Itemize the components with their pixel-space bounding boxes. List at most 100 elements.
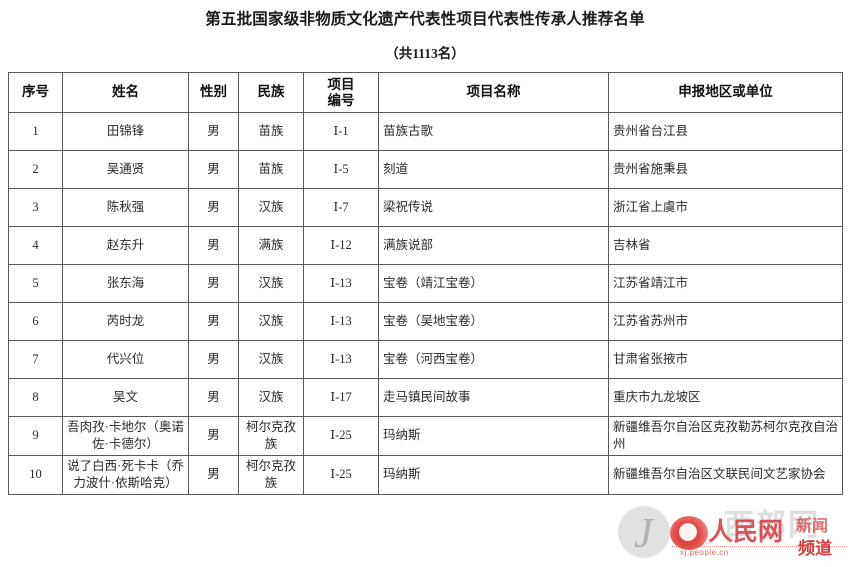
cell-code: Ⅰ-1 [303, 112, 379, 151]
cell-name: 赵东升 [62, 226, 189, 265]
cell-code: Ⅰ-13 [303, 340, 379, 379]
cell-sex: 男 [188, 112, 239, 151]
cell-code: Ⅰ-13 [303, 302, 379, 341]
cell-ethnicity: 汉族 [238, 340, 304, 379]
page-title: 第五批国家级非物质文化遗产代表性项目代表性传承人推荐名单 [205, 11, 645, 28]
cell-seq: 5 [8, 264, 63, 303]
cell-ethnicity: 柯尔克孜族 [238, 416, 304, 456]
table-row: 9 吾肉孜·卡地尔（奥诺佐·卡德尔） 男 柯尔克孜族 Ⅰ-25 玛纳斯 新疆维吾… [8, 416, 843, 456]
cell-seq: 6 [8, 302, 63, 341]
table-row: 6 芮时龙 男 汉族 Ⅰ-13 宝卷（吴地宝卷） 江苏省苏州市 [8, 302, 843, 341]
cell-project: 玛纳斯 [378, 454, 609, 495]
page-subtitle: （共1113名） [385, 46, 465, 62]
cell-seq: 4 [8, 226, 63, 265]
watermark-url: xj.people.cn [680, 548, 729, 557]
cell-sex: 男 [188, 226, 239, 265]
column-header-code-line1: 项目 [327, 76, 355, 92]
cell-ethnicity: 汉族 [238, 264, 304, 303]
cell-code: Ⅰ-7 [303, 188, 379, 227]
column-header-code: 项目 编号 [303, 72, 379, 113]
table-body: 1 田锦锋 男 苗族 Ⅰ-1 苗族古歌 贵州省台江县 2 吴通贤 男 苗族 Ⅰ-… [8, 112, 843, 495]
cell-ethnicity: 苗族 [238, 112, 304, 151]
peoples-daily-logo-icon [670, 516, 708, 550]
watermark-channel-line2: 频道 [798, 539, 832, 558]
cell-code: Ⅰ-17 [303, 378, 379, 417]
table-row: 1 田锦锋 男 苗族 Ⅰ-1 苗族古歌 贵州省台江县 [8, 112, 843, 151]
cell-name: 吴通贤 [62, 150, 189, 189]
cell-unit: 新疆维吾尔自治区克孜勒苏柯尔克孜自治州 [608, 416, 843, 456]
cell-unit: 吉林省 [608, 226, 843, 265]
cell-project: 宝卷（河西宝卷） [378, 340, 609, 379]
cell-ethnicity: 柯尔克孜族 [238, 454, 304, 495]
cell-sex: 男 [188, 188, 239, 227]
site-watermark: J 西部网 人民网 xj.people.cn 新闻 频道 [612, 500, 850, 567]
column-header-seq: 序号 [8, 72, 63, 113]
table-row: 4 赵东升 男 满族 Ⅰ-12 满族说部 吉林省 [8, 226, 843, 265]
cell-project: 玛纳斯 [378, 416, 609, 456]
cell-sex: 男 [188, 150, 239, 189]
cell-seq: 8 [8, 378, 63, 417]
cell-unit: 甘肃省张掖市 [608, 340, 843, 379]
table-row: 2 吴通贤 男 苗族 Ⅰ-5 刻道 贵州省施秉县 [8, 150, 843, 189]
cell-name: 陈秋强 [62, 188, 189, 227]
cell-seq: 2 [8, 150, 63, 189]
cell-seq: 1 [8, 112, 63, 151]
cell-project: 宝卷（吴地宝卷） [378, 302, 609, 341]
cell-project: 苗族古歌 [378, 112, 609, 151]
column-header-name: 姓名 [62, 72, 189, 113]
table-row: 10 说了白西·死卡卡（乔力波什·依斯哈克） 男 柯尔克孜族 Ⅰ-25 玛纳斯 … [8, 454, 843, 495]
table-header: 序号 姓名 性别 民族 项目 编号 项目名称 申报地区或单位 [8, 72, 843, 113]
cell-name: 说了白西·死卡卡（乔力波什·依斯哈克） [62, 454, 189, 495]
cell-seq: 7 [8, 340, 63, 379]
cell-code: Ⅰ-25 [303, 454, 379, 495]
cell-project: 满族说部 [378, 226, 609, 265]
watermark-ghost-text: 西部网 [724, 509, 820, 542]
table-header-row: 序号 姓名 性别 民族 项目 编号 项目名称 申报地区或单位 [8, 72, 843, 113]
watermark-divider [672, 546, 847, 547]
cell-ethnicity: 汉族 [238, 188, 304, 227]
cell-sex: 男 [188, 264, 239, 303]
cell-sex: 男 [188, 416, 239, 456]
cell-project: 梁祝传说 [378, 188, 609, 227]
cell-name: 代兴位 [62, 340, 189, 379]
cell-code: Ⅰ-25 [303, 416, 379, 456]
cell-code: Ⅰ-5 [303, 150, 379, 189]
cell-unit: 重庆市九龙坡区 [608, 378, 843, 417]
table-row: 7 代兴位 男 汉族 Ⅰ-13 宝卷（河西宝卷） 甘肃省张掖市 [8, 340, 843, 379]
table-row: 8 吴文 男 汉族 Ⅰ-17 走马镇民间故事 重庆市九龙坡区 [8, 378, 843, 417]
column-header-ethnicity: 民族 [238, 72, 304, 113]
cell-seq: 3 [8, 188, 63, 227]
cell-project: 刻道 [378, 150, 609, 189]
cell-sex: 男 [188, 378, 239, 417]
watermark-brand: 人民网 [708, 519, 784, 546]
cell-name: 张东海 [62, 264, 189, 303]
column-header-project: 项目名称 [378, 72, 609, 113]
cell-unit: 新疆维吾尔自治区文联民间文艺家协会 [608, 454, 843, 495]
cell-name: 田锦锋 [62, 112, 189, 151]
cell-code: Ⅰ-13 [303, 264, 379, 303]
column-header-unit: 申报地区或单位 [608, 72, 843, 113]
cell-ethnicity: 苗族 [238, 150, 304, 189]
cell-unit: 浙江省上虞市 [608, 188, 843, 227]
cell-seq: 10 [8, 454, 63, 495]
cell-project: 走马镇民间故事 [378, 378, 609, 417]
roster-table-container: 序号 姓名 性别 民族 项目 编号 项目名称 申报地区或单位 1 田锦锋 男 [8, 72, 843, 495]
cell-ethnicity: 汉族 [238, 302, 304, 341]
watermark-channel-line1: 新闻 [796, 518, 829, 535]
table-row: 5 张东海 男 汉族 Ⅰ-13 宝卷（靖江宝卷） 江苏省靖江市 [8, 264, 843, 303]
cell-unit: 江苏省靖江市 [608, 264, 843, 303]
cell-unit: 贵州省台江县 [608, 112, 843, 151]
cell-unit: 贵州省施秉县 [608, 150, 843, 189]
cell-code: Ⅰ-12 [303, 226, 379, 265]
watermark-j-glyph: J [634, 511, 653, 557]
cell-unit: 江苏省苏州市 [608, 302, 843, 341]
cell-sex: 男 [188, 454, 239, 495]
watermark-disc-icon [618, 506, 670, 558]
cell-sex: 男 [188, 302, 239, 341]
cell-sex: 男 [188, 340, 239, 379]
cell-name: 吾肉孜·卡地尔（奥诺佐·卡德尔） [62, 416, 189, 456]
cell-seq: 9 [8, 416, 63, 456]
cell-name: 吴文 [62, 378, 189, 417]
cell-ethnicity: 满族 [238, 226, 304, 265]
